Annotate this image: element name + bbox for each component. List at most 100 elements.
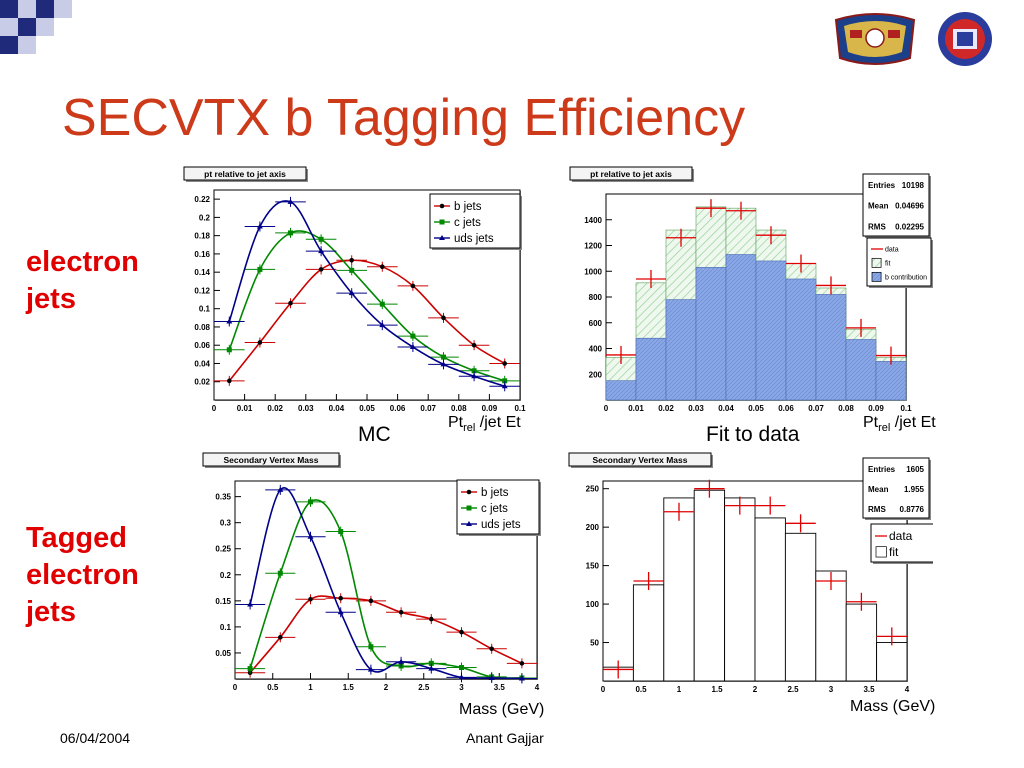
x-tick-label: 2.5 [787, 685, 799, 694]
y-tick-label: 0.2 [199, 213, 211, 222]
stats-value: 0.8776 [900, 505, 925, 514]
x-axis-label-ptrel-right: Ptrel /jet Et [863, 414, 936, 435]
legend-label: uds jets [454, 233, 494, 245]
b-contribution-bar [755, 260, 787, 401]
chart-title: Secondary Vertex Mass [224, 455, 319, 465]
y-tick-label: 0.08 [194, 323, 210, 332]
b-contribution-bar [665, 299, 697, 401]
chart-title: Secondary Vertex Mass [593, 455, 688, 465]
y-tick-label: 200 [589, 370, 603, 379]
data-point [488, 674, 495, 680]
legend-label: b contribution [885, 274, 927, 281]
data-point [247, 666, 253, 672]
b-contribution-bar [635, 337, 667, 401]
fit-bar [632, 584, 665, 682]
data-point [441, 354, 446, 360]
x-axis-label-mass-left: Mass (GeV) [459, 701, 545, 718]
series-line [249, 499, 522, 679]
legend-marker [466, 505, 472, 511]
caption-mc: MC [358, 423, 391, 446]
y-tick-label: 0.1 [220, 623, 232, 632]
legend-swatch [871, 271, 882, 282]
x-tick-label: 0 [601, 685, 606, 694]
stats-value: 0.04696 [895, 202, 924, 211]
row-label-tagged-electron-jets: Tagged electron jets [26, 520, 139, 631]
x-tick-label: 0.07 [808, 404, 824, 412]
x-tick-label: 3 [459, 683, 464, 692]
data-point [308, 596, 313, 602]
stats-label: RMS [868, 505, 886, 514]
x-tick-label: 1 [308, 683, 313, 692]
footer-author: Anant Gajjar [466, 730, 544, 746]
stats-label: Mean [868, 485, 889, 494]
y-tick-label: 0.1 [199, 305, 211, 314]
data-point [226, 347, 232, 353]
b-contribution-bar [695, 267, 727, 401]
legend-label: data [889, 529, 913, 543]
data-point [257, 340, 263, 345]
x-tick-label: 0.1 [514, 404, 526, 412]
data-point [379, 301, 385, 307]
y-tick-label: 1200 [584, 242, 602, 251]
row-label-line: jets [26, 283, 76, 315]
data-point [458, 674, 465, 680]
data-point [518, 675, 525, 681]
stats-value: 1.955 [904, 485, 925, 494]
row-label-line: electron [26, 246, 139, 278]
b-contribution-bar [605, 380, 637, 401]
x-tick-label: 0.05 [359, 404, 375, 412]
data-point [440, 361, 447, 367]
data-point [227, 378, 232, 384]
y-tick-label: 0.22 [194, 195, 210, 204]
data-point [519, 661, 525, 666]
chart-mass-mc: Secondary Vertex Mass 0 0.5 1 1.5 2 2.5 3 3.5 4 0.… [202, 452, 541, 692]
y-tick-label: 400 [589, 345, 603, 354]
fit-bar [724, 497, 756, 682]
fit-bar [663, 497, 695, 682]
data-point [459, 665, 464, 671]
fit-bar [693, 489, 726, 682]
data-point [308, 499, 313, 505]
x-tick-label: 0 [233, 683, 238, 692]
x-tick-label: 4 [905, 685, 910, 694]
data-point [349, 267, 355, 273]
data-point [428, 665, 435, 671]
legend-label: fit [885, 260, 891, 267]
chart-title-box [568, 452, 712, 467]
x-tick-label: 0.5 [267, 683, 279, 692]
legend-marker [466, 521, 472, 526]
x-tick-label: 0.01 [628, 404, 644, 412]
data-point [410, 283, 416, 289]
data-point [409, 344, 416, 350]
data-point [318, 267, 324, 272]
y-tick-label: 0.06 [194, 341, 210, 350]
y-tick-label: 0.15 [215, 597, 231, 606]
x-tick-label: 0.04 [718, 404, 734, 412]
x-tick-label: 0 [604, 404, 609, 412]
x-tick-label: 0 [212, 404, 217, 412]
data-point [277, 570, 283, 576]
series-line [228, 200, 505, 388]
data-point [398, 610, 404, 615]
x-tick-label: 0.02 [267, 404, 283, 412]
data-point [288, 230, 293, 236]
b-contribution-bar [845, 339, 877, 401]
x-tick-label: 0.1 [900, 404, 912, 412]
x-tick-label: 3.5 [494, 683, 506, 692]
fit-bar [784, 532, 817, 682]
y-tick-label: 100 [586, 600, 600, 609]
fit-bar [845, 603, 878, 682]
legend-marker [439, 235, 445, 240]
y-tick-label: 0.16 [194, 250, 210, 259]
data-point [318, 236, 324, 242]
legend-label: b jets [481, 487, 509, 499]
legend-label: uds jets [481, 519, 521, 531]
fit-bar [754, 517, 786, 682]
x-tick-label: 0.08 [451, 404, 467, 412]
x-tick-label: 3 [829, 685, 834, 694]
row-label-line: Tagged [26, 522, 127, 554]
stats-value: 0.02295 [895, 222, 924, 231]
data-point [428, 660, 434, 666]
legend-marker [439, 203, 445, 209]
data-point [489, 646, 495, 652]
